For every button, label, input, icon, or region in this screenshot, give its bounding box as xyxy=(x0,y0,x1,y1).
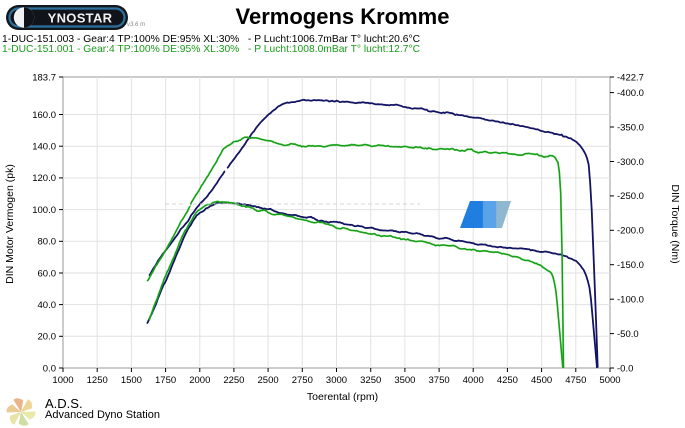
svg-text:4000: 4000 xyxy=(463,375,484,386)
svg-text:-200.0: -200.0 xyxy=(617,226,644,237)
svg-text:2250: 2250 xyxy=(223,375,244,386)
svg-text:-400.0: -400.0 xyxy=(617,88,644,99)
svg-text:3750: 3750 xyxy=(429,375,450,386)
svg-text:100.0: 100.0 xyxy=(32,205,56,216)
svg-text:3000: 3000 xyxy=(326,375,347,386)
svg-text:1750: 1750 xyxy=(155,375,176,386)
svg-text:-300.0: -300.0 xyxy=(617,157,644,168)
svg-text:2750: 2750 xyxy=(292,375,313,386)
svg-text:140.0: 140.0 xyxy=(32,142,56,153)
svg-text:3250: 3250 xyxy=(360,375,381,386)
svg-text:-250.0: -250.0 xyxy=(617,191,644,202)
svg-text:40.0: 40.0 xyxy=(38,300,57,311)
svg-text:160.0: 160.0 xyxy=(32,110,56,121)
svg-text:-422.7: -422.7 xyxy=(617,72,644,83)
svg-text:1000: 1000 xyxy=(52,375,73,386)
svg-text:-350.0: -350.0 xyxy=(617,122,644,133)
svg-text:1250: 1250 xyxy=(87,375,108,386)
svg-text:4250: 4250 xyxy=(497,375,518,386)
svg-text:3500: 3500 xyxy=(394,375,415,386)
svg-text:1500: 1500 xyxy=(121,375,142,386)
svg-text:4500: 4500 xyxy=(531,375,552,386)
svg-text:-100.0: -100.0 xyxy=(617,295,644,306)
svg-text:120.0: 120.0 xyxy=(32,173,56,184)
svg-text:183.7: 183.7 xyxy=(32,72,56,83)
svg-text:-50.0: -50.0 xyxy=(617,329,639,340)
svg-text:80.0: 80.0 xyxy=(38,237,57,248)
svg-text:20.0: 20.0 xyxy=(38,332,57,343)
svg-text:2500: 2500 xyxy=(258,375,279,386)
svg-text:2000: 2000 xyxy=(189,375,210,386)
svg-text:-0.0: -0.0 xyxy=(617,363,633,374)
svg-text:0.0: 0.0 xyxy=(43,363,56,374)
svg-text:60.0: 60.0 xyxy=(38,268,57,279)
svg-text:5000: 5000 xyxy=(599,375,620,386)
svg-text:-150.0: -150.0 xyxy=(617,260,644,271)
svg-text:4750: 4750 xyxy=(565,375,586,386)
